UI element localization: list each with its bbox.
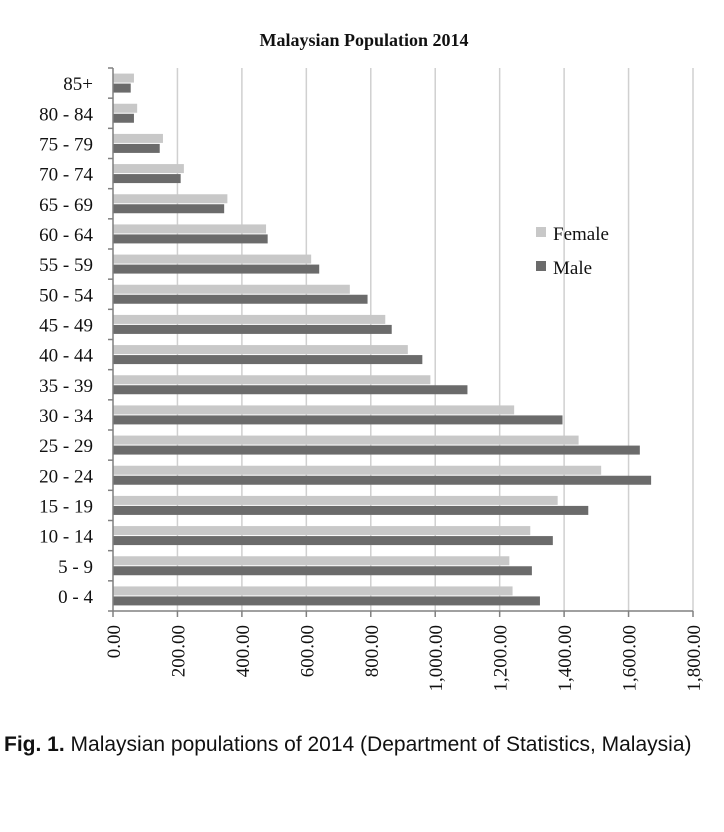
bar-female bbox=[113, 103, 138, 113]
y-tick-label: 15 - 19 bbox=[39, 496, 93, 517]
y-tick-label: 40 - 44 bbox=[39, 346, 93, 367]
bar-female bbox=[113, 194, 228, 204]
bar-female bbox=[113, 224, 267, 234]
y-tick-label: 80 - 84 bbox=[39, 104, 93, 125]
bar-female bbox=[113, 133, 163, 143]
bar-male bbox=[113, 355, 423, 365]
bar-female bbox=[113, 375, 431, 385]
bar-female bbox=[113, 405, 515, 415]
bar-male bbox=[113, 445, 640, 455]
bar-female bbox=[113, 284, 350, 294]
legend-male-label: Male bbox=[553, 258, 592, 279]
population-chart: Malaysian Population 2014 0.00 200.00 400.… bbox=[39, 30, 705, 692]
legend: Female Male bbox=[536, 224, 609, 279]
y-tick-label: 65 - 69 bbox=[39, 195, 93, 216]
y-tick-label: 45 - 49 bbox=[39, 315, 93, 336]
bar-male bbox=[113, 385, 468, 395]
bar-male bbox=[113, 83, 131, 93]
x-tick-label: 1,200.00 bbox=[491, 625, 512, 692]
figure-caption: Fig. 1. Malaysian populations of 2014 (D… bbox=[4, 730, 716, 760]
bars bbox=[113, 73, 652, 606]
y-tick-label: 5 - 9 bbox=[58, 557, 93, 578]
y-tick-label: 50 - 54 bbox=[39, 285, 93, 306]
bar-male bbox=[113, 294, 368, 304]
y-tick-label: 75 - 79 bbox=[39, 134, 93, 155]
x-tick-label: 1,000.00 bbox=[426, 625, 447, 692]
x-tick-label: 1,800.00 bbox=[684, 625, 705, 692]
bar-male bbox=[113, 143, 160, 153]
y-tick-label: 10 - 14 bbox=[39, 527, 93, 548]
bar-female bbox=[113, 435, 579, 445]
gridlines bbox=[176, 68, 694, 611]
legend-male-swatch bbox=[536, 261, 546, 271]
bar-female bbox=[113, 164, 184, 174]
bar-male bbox=[113, 596, 540, 606]
bar-male bbox=[113, 204, 225, 214]
bar-female bbox=[113, 495, 558, 505]
bar-male bbox=[113, 234, 268, 244]
bar-female bbox=[113, 314, 386, 324]
axes: 0.00 200.00 400.00 600.00 800.00 1,000.00 1,20… bbox=[39, 67, 705, 692]
bar-female bbox=[113, 345, 408, 355]
y-tick-label: 30 - 34 bbox=[39, 406, 93, 427]
caption-label: Fig. 1. bbox=[4, 733, 65, 756]
bar-male bbox=[113, 264, 320, 274]
x-tick-label: 1,600.00 bbox=[620, 625, 641, 692]
y-tick-label: 35 - 39 bbox=[39, 376, 93, 397]
x-tick-label: 0.00 bbox=[104, 625, 125, 658]
bar-male bbox=[113, 536, 553, 546]
bar-female bbox=[113, 526, 531, 536]
legend-female-label: Female bbox=[553, 224, 609, 245]
y-tick-label: 20 - 24 bbox=[39, 466, 93, 487]
y-tick-label: 70 - 74 bbox=[39, 165, 93, 186]
y-tick-label: 60 - 64 bbox=[39, 225, 93, 246]
x-tick-label: 600.00 bbox=[297, 625, 318, 677]
bar-male bbox=[113, 505, 589, 515]
chart-title: Malaysian Population 2014 bbox=[259, 30, 468, 50]
x-tick-label: 800.00 bbox=[362, 625, 383, 677]
bar-male bbox=[113, 324, 392, 334]
bar-female bbox=[113, 465, 602, 475]
y-tick-label: 25 - 29 bbox=[39, 436, 93, 457]
bar-female bbox=[113, 254, 312, 264]
x-tick-label: 400.00 bbox=[233, 625, 254, 677]
y-tick-label: 0 - 4 bbox=[58, 587, 93, 608]
legend-female-swatch bbox=[536, 227, 546, 237]
bar-male bbox=[113, 415, 563, 425]
x-tick-label: 1,400.00 bbox=[555, 625, 576, 692]
bar-male bbox=[113, 113, 134, 123]
y-tick-label: 85+ bbox=[63, 74, 93, 95]
caption-text: Malaysian populations of 2014 (Departmen… bbox=[64, 733, 692, 756]
bar-male bbox=[113, 475, 652, 485]
bar-male bbox=[113, 566, 532, 576]
bar-female bbox=[113, 556, 510, 566]
x-tick-label: 200.00 bbox=[168, 625, 189, 677]
bar-male bbox=[113, 174, 181, 184]
bar-female bbox=[113, 73, 134, 83]
bar-female bbox=[113, 586, 513, 596]
y-tick-label: 55 - 59 bbox=[39, 255, 93, 276]
